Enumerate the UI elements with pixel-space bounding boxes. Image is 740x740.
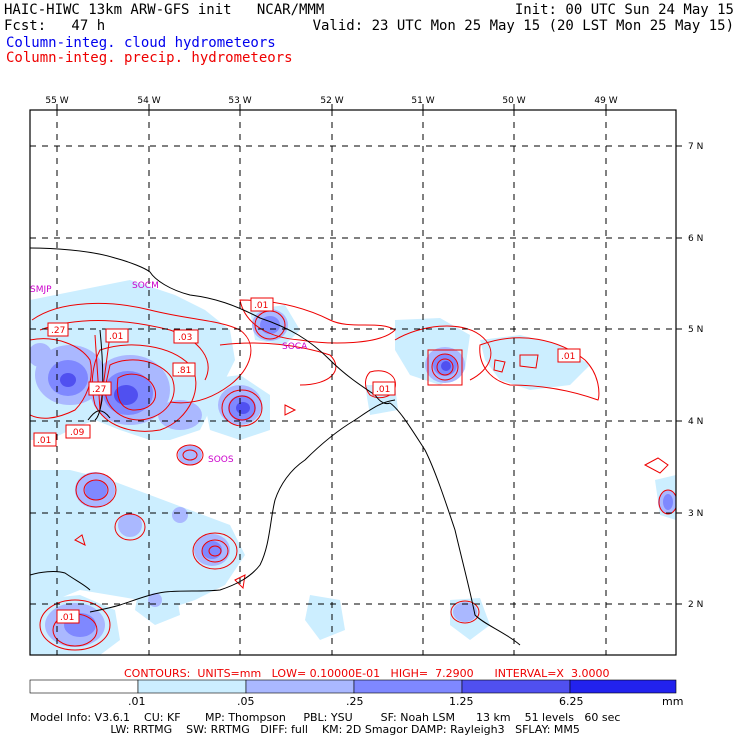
- contour-label: .01: [37, 436, 51, 446]
- contour-label: .27: [92, 385, 106, 395]
- lon-label-50w: 50 W: [502, 96, 525, 106]
- contour-label: .27: [51, 326, 65, 336]
- contour-label: .01: [561, 352, 575, 362]
- contour-label: .01: [254, 301, 268, 311]
- header-line2-left: Fcst: 47 h: [4, 18, 106, 34]
- station-labels: SMJP SOCM SOCA SOOS: [30, 281, 308, 465]
- contour-label: .01: [60, 613, 74, 623]
- lon-label-55w: 55 W: [45, 96, 68, 106]
- contour-label: .09: [70, 428, 85, 438]
- header-line1-left: HAIC-HIWC 13km ARW-GFS init NCAR/MMM: [4, 2, 325, 18]
- plot-frame: [29, 109, 677, 656]
- longitude-labels: 55 W 54 W 53 W 52 W 51 W 50 W 49 W: [45, 96, 617, 106]
- lat-label-2n: 2 N: [688, 600, 703, 610]
- coastline: [30, 247, 521, 646]
- station-smjp: SMJP: [30, 285, 52, 295]
- lon-label-54w: 54 W: [137, 96, 160, 106]
- header-line1-right: Init: 00 UTC Sun 24 May 15: [514, 2, 734, 18]
- station-soos: SOOS: [208, 455, 234, 465]
- model-info-line2: LW: RRTMG SW: RRTMG DIFF: full KM: 2D Sm…: [30, 723, 580, 736]
- model-info-line1: Model Info: V3.6.1 CU: KF MP: Thompson P…: [30, 711, 621, 724]
- colorbar-bin: [569, 679, 677, 694]
- lon-label-53w: 53 W: [228, 96, 251, 106]
- colorbar-bin: [245, 679, 355, 694]
- colorbar-tick: .05: [237, 695, 255, 708]
- colorbar: [29, 679, 677, 694]
- latitude-labels: 7 N 6 N 5 N 4 N 3 N 2 N: [688, 142, 703, 610]
- colorbar-bin: [353, 679, 463, 694]
- lon-label-52w: 52 W: [320, 96, 343, 106]
- station-soca: SOCA: [282, 342, 308, 352]
- station-socm: SOCM: [132, 281, 159, 291]
- colorbar-tick: .01: [128, 695, 146, 708]
- lat-label-4n: 4 N: [688, 417, 703, 427]
- lat-label-6n: 6 N: [688, 234, 703, 244]
- legend-precip-hydrometeors: Column-integ. precip. hydrometeors: [6, 50, 293, 66]
- axis-ticks: [56, 104, 682, 605]
- contour-label: .01: [109, 332, 123, 342]
- contour-label: .01: [376, 385, 390, 395]
- legend-cloud-hydrometeors: Column-integ. cloud hydrometeors: [6, 35, 276, 51]
- colorbar-bin: [461, 679, 571, 694]
- colorbar-tick: .25: [346, 695, 364, 708]
- contour-value-labels: .27 .01 .03 .81 .27 .01 .09 .01 .01 .01 …: [33, 297, 581, 624]
- lat-label-3n: 3 N: [688, 509, 703, 519]
- lat-label-5n: 5 N: [688, 325, 703, 335]
- lon-label-51w: 51 W: [411, 96, 434, 106]
- contour-label: .81: [177, 366, 191, 376]
- colorbar-unit: mm: [662, 695, 684, 708]
- header-line2-right: Valid: 23 UTC Mon 25 May 15 (20 LST Mon …: [312, 18, 734, 34]
- lat-label-7n: 7 N: [688, 142, 703, 152]
- contours-note: CONTOURS: UNITS=mm LOW= 0.10000E-01 HIGH…: [124, 667, 610, 680]
- lon-label-49w: 49 W: [594, 96, 617, 106]
- contour-label: .03: [178, 333, 192, 343]
- colorbar-bin: [137, 679, 247, 694]
- colorbar-bin: [29, 679, 139, 694]
- colorbar-tick: 6.25: [559, 695, 584, 708]
- colorbar-tick: 1.25: [449, 695, 474, 708]
